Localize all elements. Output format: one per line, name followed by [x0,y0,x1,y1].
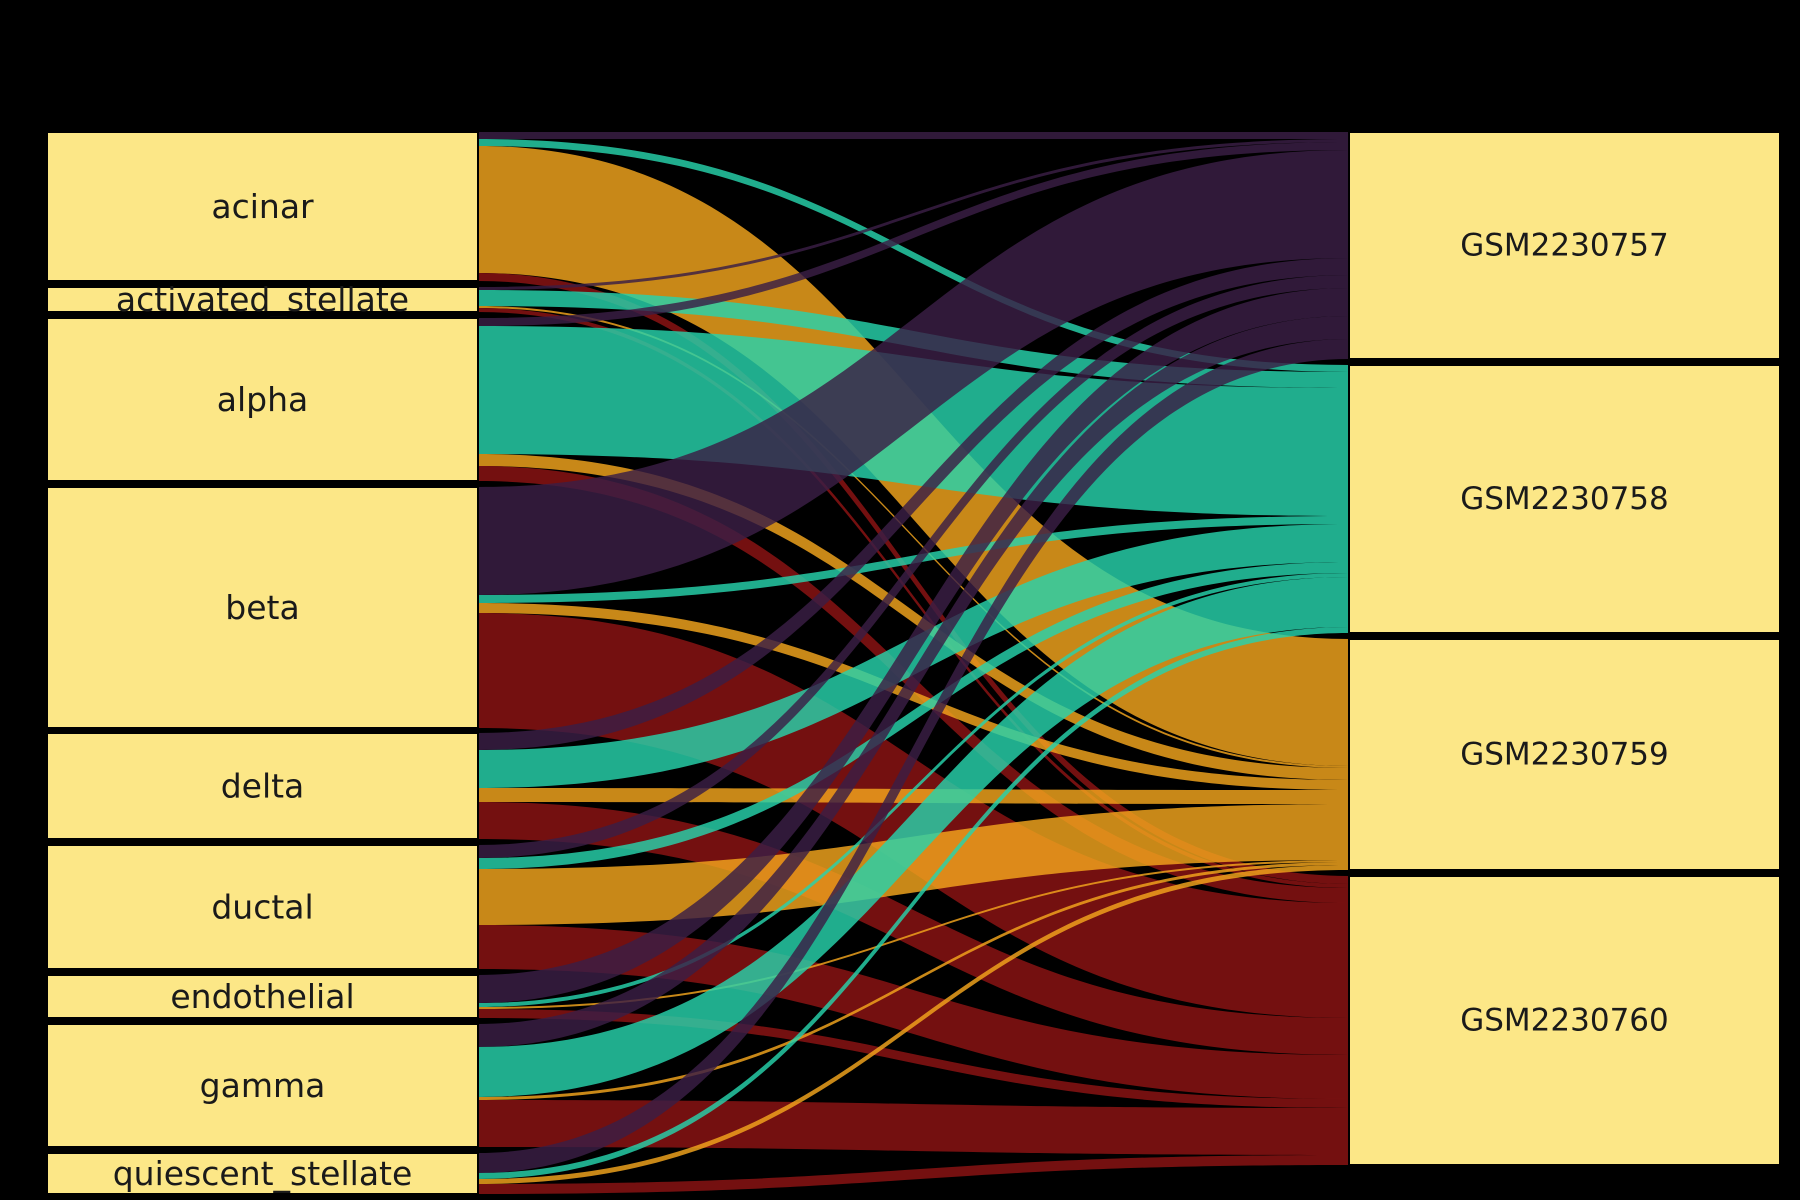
right-node-GSM2230757 [1348,131,1781,360]
sankey-flows [478,132,1349,1194]
sankey-flow-beta-to-GSM2230759 [478,603,1349,790]
left-node-label-alpha: alpha [217,380,308,419]
right-node-label-GSM2230760: GSM2230760 [1460,1003,1669,1039]
sankey-flow-gamma-to-GSM2230757 [478,316,1349,1047]
sankey-flow-delta-to-GSM2230760 [478,802,1349,1055]
right-node-column: GSM2230757 GSM2230758 GSM2230759 GSM2230760 [1348,131,1781,1166]
sankey-flow-endothelial-to-GSM2230760 [478,1009,1349,1108]
sankey-flow-endothelial-to-GSM2230759 [478,860,1349,1009]
left-node-label-acinar: acinar [211,187,314,226]
left-node-ductal [46,844,479,970]
sankey-flow-gamma-to-GSM2230760 [478,1100,1349,1155]
sankey-flow-gamma-to-GSM2230758 [478,577,1349,1097]
sankey-flow-gamma-to-GSM2230759 [478,862,1349,1100]
right-node-label-GSM2230759: GSM2230759 [1460,737,1669,773]
left-node-beta [46,486,479,729]
left-node-label-quiescent_stellate: quiescent_stellate [113,1154,413,1193]
sankey-flow-ductal-to-GSM2230757 [478,275,1349,858]
left-node-alpha [46,317,479,482]
sankey-flow-acinar-to-GSM2230757 [478,132,1349,139]
sankey-flow-activated_stellate-to-GSM2230760 [478,308,1349,888]
left-node-label-beta: beta [225,588,299,627]
left-node-label-ductal: ductal [211,888,313,927]
sankey-flow-acinar-to-GSM2230760 [478,273,1349,884]
right-node-label-GSM2230757: GSM2230757 [1460,228,1669,264]
left-node-gamma [46,1023,479,1148]
left-node-activated_stellate [46,286,479,313]
right-node-GSM2230758 [1348,364,1781,634]
sankey-flow-delta-to-GSM2230757 [478,258,1349,750]
left-node-label-delta: delta [221,767,305,806]
sankey-flow-beta-to-GSM2230758 [478,516,1349,603]
sankey-flow-acinar-to-GSM2230758 [478,139,1349,372]
sankey-flow-quiescent_stellate-to-GSM2230760 [478,1155,1349,1194]
right-node-label-GSM2230758: GSM2230758 [1460,481,1669,517]
sankey-flow-ductal-to-GSM2230758 [478,562,1349,869]
sankey-flow-beta-to-GSM2230757 [478,150,1349,595]
sankey-flow-quiescent_stellate-to-GSM2230759 [478,865,1349,1184]
left-node-acinar [46,131,479,282]
sankey-flow-alpha-to-GSM2230759 [478,454,1349,780]
sankey-flow-quiescent_stellate-to-GSM2230757 [478,339,1349,1173]
sankey-flow-activated_stellate-to-GSM2230759 [478,306,1349,768]
left-node-label-gamma: gamma [200,1066,326,1105]
sankey-flow-endothelial-to-GSM2230757 [478,288,1349,1003]
left-node-label-endothelial: endothelial [170,977,354,1016]
left-node-endothelial [46,974,479,1019]
sankey-flow-endothelial-to-GSM2230758 [478,573,1349,1007]
sankey-flow-activated_stellate-to-GSM2230757 [478,139,1349,290]
left-node-label-activated_stellate: activated_stellate [116,280,409,319]
right-node-GSM2230759 [1348,638,1781,871]
left-node-delta [46,732,479,840]
sankey-flow-quiescent_stellate-to-GSM2230758 [478,627,1349,1179]
sankey-flow-alpha-to-GSM2230757 [478,142,1349,326]
sankey-flow-ductal-to-GSM2230759 [478,804,1349,925]
left-node-quiescent_stellate [46,1152,479,1195]
right-node-GSM2230760 [1348,875,1781,1166]
